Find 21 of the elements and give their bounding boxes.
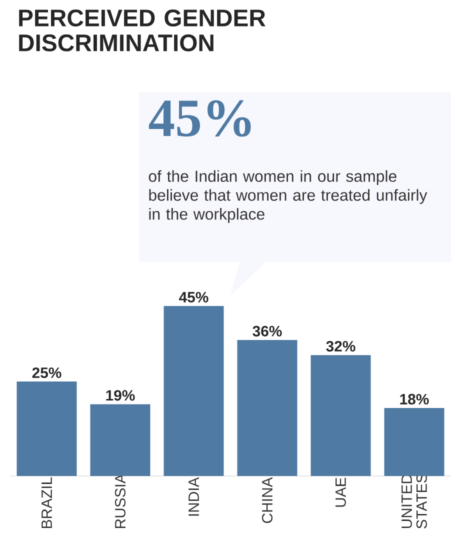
bar	[16, 382, 77, 476]
data-label: 36%	[252, 326, 282, 336]
text: of the Indian women in our sample believe that women are treated unfairly in the workplace	[148, 170, 428, 223]
data-label: 25%	[32, 367, 62, 378]
chart-title: PERCEIVED GENDER DISCRIMINATION	[19, 10, 266, 52]
x-tick-label: INDIA	[188, 477, 199, 516]
x-tick-label: RUSSIA	[114, 474, 126, 528]
text: 45%	[148, 100, 251, 137]
bar	[90, 404, 150, 476]
bar	[237, 340, 298, 476]
bar	[310, 355, 371, 476]
bar	[384, 408, 444, 476]
data-label: 45%	[179, 292, 208, 302]
x-tick-label: CHINA	[262, 477, 273, 523]
x-tick-label: UNITED STATES	[402, 474, 427, 529]
x-tick-label: BRAZIL	[42, 477, 52, 528]
data-label: 32%	[326, 340, 356, 352]
data-label: 18%	[400, 394, 429, 404]
bar	[164, 306, 224, 476]
data-label: 19%	[106, 390, 135, 401]
x-tick-label: UAE	[336, 478, 346, 507]
